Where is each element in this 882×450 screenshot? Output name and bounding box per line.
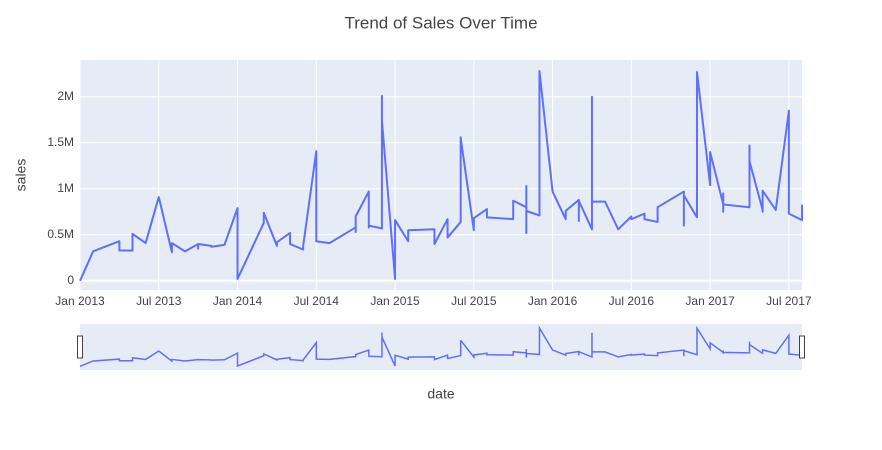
- range-slider-handle[interactable]: [77, 335, 83, 359]
- y-tick-label: 0: [67, 273, 74, 287]
- x-tick-label: Jul 2014: [294, 294, 340, 308]
- x-axis-title: date: [427, 386, 454, 402]
- x-tick-label: Jan 2013: [55, 294, 105, 308]
- y-tick-label: 1M: [57, 181, 74, 195]
- x-tick-label: Jul 2017: [766, 294, 812, 308]
- chart-title: Trend of Sales Over Time: [344, 13, 537, 32]
- y-tick-label: 2M: [57, 89, 74, 103]
- y-axis-title: sales: [13, 159, 29, 192]
- y-tick-label: 0.5M: [47, 227, 74, 241]
- range-slider-handle[interactable]: [799, 335, 805, 359]
- x-tick-label: Jan 2017: [685, 294, 735, 308]
- plot-area: [80, 60, 802, 290]
- x-tick-label: Jul 2013: [136, 294, 182, 308]
- x-tick-label: Jan 2016: [528, 294, 578, 308]
- x-tick-label: Jul 2015: [451, 294, 497, 308]
- range-slider[interactable]: [80, 324, 802, 370]
- x-tick-label: Jul 2016: [609, 294, 655, 308]
- x-tick-label: Jan 2015: [370, 294, 420, 308]
- y-tick-label: 1.5M: [47, 135, 74, 149]
- x-tick-label: Jan 2014: [213, 294, 263, 308]
- range-slider-line: [79, 325, 803, 368]
- line: [79, 70, 803, 282]
